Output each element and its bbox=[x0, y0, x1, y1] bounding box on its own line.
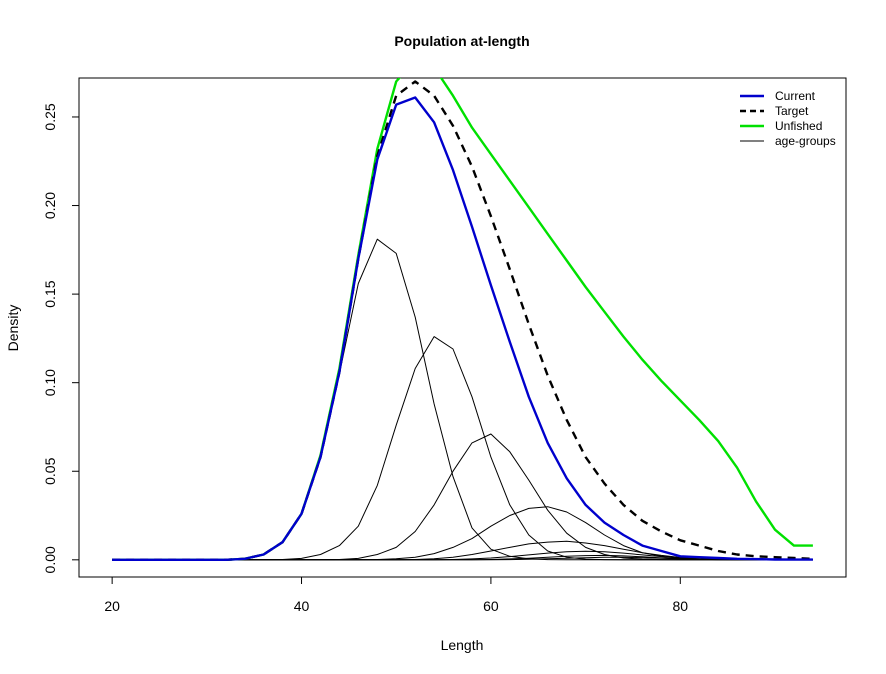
series-age-groups-line bbox=[112, 238, 813, 561]
series-target-line bbox=[112, 80, 813, 561]
series-current-line bbox=[112, 96, 813, 561]
series-unfished-line bbox=[112, 78, 813, 561]
x-axis: 20 40 60 80 bbox=[104, 576, 689, 614]
y-tick-label: 0.20 bbox=[42, 192, 58, 219]
y-tick-label: 0.15 bbox=[42, 280, 58, 307]
legend-label: Target bbox=[775, 104, 809, 118]
series-age-group-5-line bbox=[112, 433, 813, 561]
legend-label: Unfished bbox=[775, 119, 822, 133]
x-tick-label: 60 bbox=[483, 598, 499, 614]
x-axis-label: Length bbox=[441, 637, 484, 653]
chart-title: Population at-length bbox=[394, 33, 529, 49]
series-age-group-6-line bbox=[112, 506, 813, 561]
y-tick-label: 0.10 bbox=[42, 369, 58, 396]
series-layer bbox=[112, 78, 813, 561]
legend-label: age-groups bbox=[775, 134, 836, 148]
y-axis-label: Density bbox=[5, 305, 21, 352]
x-tick-label: 40 bbox=[294, 598, 310, 614]
legend-label: Current bbox=[775, 89, 816, 103]
series-age-group-4-line bbox=[112, 336, 813, 561]
y-tick-label: 0.00 bbox=[42, 546, 58, 573]
x-tick-label: 20 bbox=[104, 598, 120, 614]
y-axis: 0.00 0.05 0.10 0.15 0.20 0.25 bbox=[42, 103, 80, 573]
y-tick-label: 0.05 bbox=[42, 457, 58, 484]
y-tick-label: 0.25 bbox=[42, 103, 58, 130]
x-tick-label: 80 bbox=[673, 598, 689, 614]
